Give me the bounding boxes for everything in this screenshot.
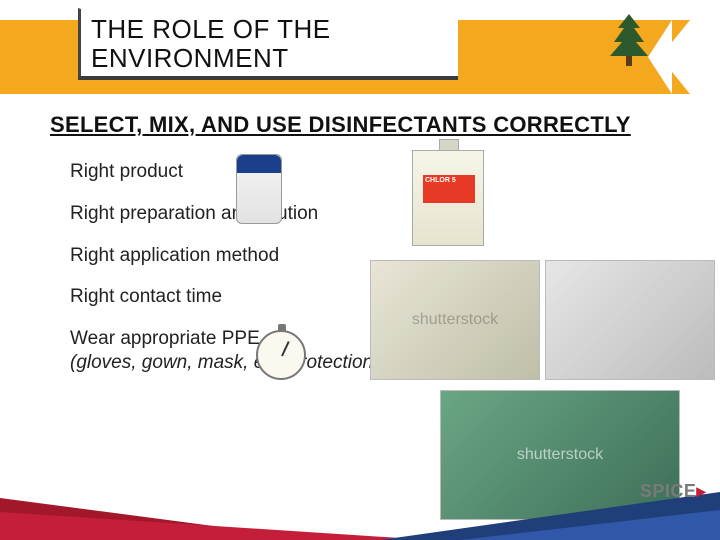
list-item-subtext: (gloves, gown, mask, eye protection)	[70, 352, 379, 373]
jug-cap	[439, 139, 459, 151]
footer-logo-text: SPICE	[640, 481, 697, 501]
bullet-list: Right product Right preparation and dilu…	[70, 160, 390, 393]
stopwatch-icon	[256, 330, 306, 380]
banner-title-box: THE ROLE OF THE ENVIRONMENT	[78, 8, 458, 80]
footer-logo-accent: ▸	[696, 481, 706, 501]
footer-logo: SPICE▸	[640, 481, 706, 502]
photo-gloves-wiping: shutterstock	[370, 260, 540, 380]
jug-label: CHLOR 5	[425, 177, 456, 184]
list-item-text: Right product	[70, 161, 183, 182]
list-item: Right preparation and dilution	[70, 202, 390, 226]
watermark-text: shutterstock	[412, 311, 498, 329]
list-item-text: Wear appropriate PPE	[70, 328, 260, 349]
list-item-text: Right application method	[70, 245, 279, 266]
slide-title: THE ROLE OF THE ENVIRONMENT	[91, 15, 448, 72]
list-item: Right product	[70, 160, 390, 184]
tree-icon	[608, 14, 650, 66]
section-subtitle: SELECT, MIX, AND USE DISINFECTANTS CORRE…	[50, 112, 631, 138]
footer-wedge-red-light	[0, 512, 430, 540]
list-item: Wear appropriate PPE (gloves, gown, mask…	[70, 327, 390, 375]
banner-notch	[648, 20, 672, 94]
photo-spray-equipment	[545, 260, 715, 380]
chlorine-jug-image: CHLOR 5	[412, 150, 484, 246]
watermark-text: shutterstock	[517, 446, 603, 464]
wipes-image	[236, 154, 282, 224]
list-item: Right contact time	[70, 285, 390, 309]
list-item: Right application method	[70, 244, 390, 268]
footer-wedge-blue-light	[460, 510, 720, 540]
list-item-text: Right contact time	[70, 286, 222, 307]
